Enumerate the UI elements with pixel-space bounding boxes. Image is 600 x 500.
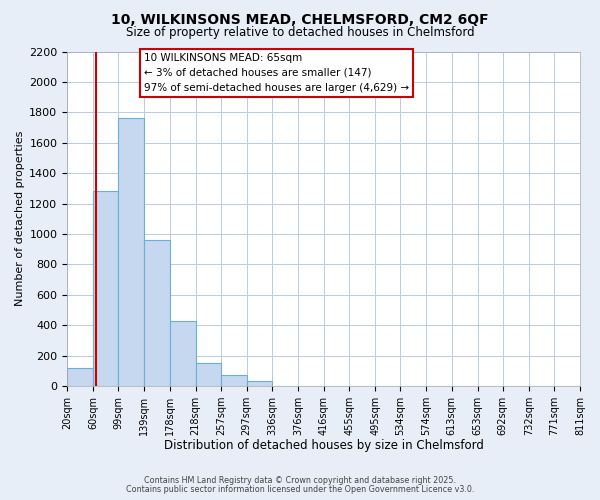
- Text: 10 WILKINSONS MEAD: 65sqm
← 3% of detached houses are smaller (147)
97% of semi-: 10 WILKINSONS MEAD: 65sqm ← 3% of detach…: [144, 53, 409, 93]
- Y-axis label: Number of detached properties: Number of detached properties: [15, 131, 25, 306]
- Text: Size of property relative to detached houses in Chelmsford: Size of property relative to detached ho…: [125, 26, 475, 39]
- Bar: [93, 192, 118, 386]
- Bar: [170, 320, 196, 386]
- Bar: [118, 118, 144, 386]
- Text: Contains public sector information licensed under the Open Government Licence v3: Contains public sector information licen…: [126, 484, 474, 494]
- Bar: [247, 381, 272, 386]
- X-axis label: Distribution of detached houses by size in Chelmsford: Distribution of detached houses by size …: [164, 440, 484, 452]
- Text: Contains HM Land Registry data © Crown copyright and database right 2025.: Contains HM Land Registry data © Crown c…: [144, 476, 456, 485]
- Bar: [144, 240, 170, 386]
- Text: 10, WILKINSONS MEAD, CHELMSFORD, CM2 6QF: 10, WILKINSONS MEAD, CHELMSFORD, CM2 6QF: [111, 12, 489, 26]
- Bar: [196, 364, 221, 386]
- Bar: [221, 374, 247, 386]
- Bar: [67, 368, 93, 386]
